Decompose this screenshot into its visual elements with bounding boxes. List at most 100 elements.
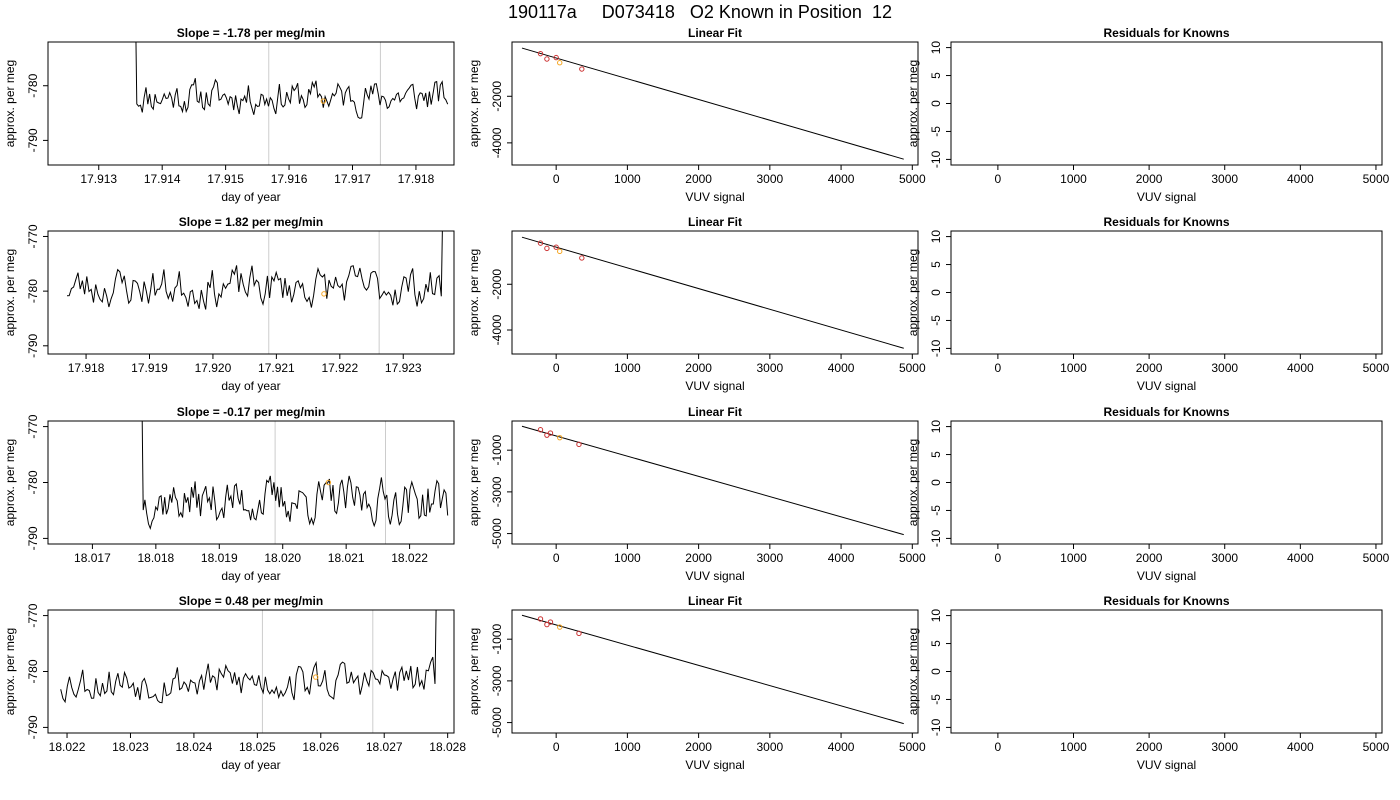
panel-10-y-tick-label: -770 (26, 603, 40, 627)
panel-10-x-axis-label: day of year (221, 758, 280, 772)
panel-3-x-tick-label: 4000 (1287, 172, 1314, 186)
panel-6-y-tick-label: -5 (929, 315, 943, 326)
panel-2-data-point (537, 50, 544, 57)
panel-5-data-point (557, 248, 563, 255)
panel-12-y-axis-label: approx. per meg (906, 628, 920, 715)
panel-4-x-tick-label: 17.920 (195, 361, 232, 375)
panel-11-y-tick-label: -5000 (490, 707, 504, 738)
panel-8-fit-line (521, 425, 904, 536)
panel-4-x-axis-label: day of year (221, 379, 280, 393)
panel-3-x-tick-label: 0 (995, 172, 1002, 186)
panel-7-x-tick-label: 18.018 (137, 551, 174, 565)
panel-8-y-axis-label: approx. per meg (467, 439, 481, 526)
panel-6-x-tick-label: 0 (995, 361, 1002, 375)
panel-11-x-tick-label: 3000 (756, 740, 783, 754)
panel-6-x-tick-label: 5000 (1363, 361, 1390, 375)
panel-3-x-tick-label: 1000 (1060, 172, 1087, 186)
panel-11-data-point (547, 619, 554, 625)
panel-10-y-axis-label: approx. per meg (3, 628, 17, 715)
panel-1-x-tick-label: 17.915 (207, 172, 244, 186)
panel-5-x-tick-label: 1000 (614, 361, 641, 375)
panel-7-y-tick-label: -790 (26, 526, 40, 550)
figure-title: 190117a D073418 O2 Known in Position 12 (508, 2, 892, 22)
panel-7-x-tick-label: 18.020 (264, 551, 301, 565)
panel-1-title: Slope = -1.78 per meg/min (177, 26, 325, 40)
panel-2-data-point (557, 60, 563, 66)
panel-2-x-tick-label: 3000 (756, 172, 783, 186)
panel-6-plot-frame (950, 230, 1383, 355)
panel-1-plot-frame (47, 41, 455, 166)
panel-5-data-point (544, 245, 550, 252)
panel-9-y-tick-label: 5 (929, 451, 943, 458)
panel-11-title: Linear Fit (688, 594, 742, 608)
panel-7-series-trace (141, 421, 449, 531)
panel-11-x-tick-label: 2000 (685, 740, 712, 754)
panel-6-x-tick-label: 3000 (1211, 361, 1238, 375)
panel-5-data-point (579, 255, 585, 261)
panel-3-y-tick-label: -10 (929, 150, 943, 168)
panel-10-x-tick-label: 18.025 (239, 740, 276, 754)
panel-10-x-tick-label: 18.027 (366, 740, 403, 754)
panel-12-y-tick-label: 0 (929, 668, 943, 675)
panel-4-title: Slope = 1.82 per meg/min (179, 215, 323, 229)
panel-3-x-tick-label: 2000 (1136, 172, 1163, 186)
panel-10-x-tick-label: 18.024 (176, 740, 213, 754)
panel-2-data-point (544, 56, 550, 62)
panel-1-x-tick-label: 17.916 (271, 172, 308, 186)
panel-5-x-tick-label: 5000 (899, 361, 926, 375)
panel-9-y-tick-label: -5 (929, 505, 943, 516)
panel-2-data-point (579, 66, 585, 72)
panel-4-series-trace (66, 231, 443, 310)
panel-1-y-axis-label: approx. per meg (3, 60, 17, 147)
panel-12-x-axis-label: VUV signal (1137, 758, 1196, 772)
panel-9-x-tick-label: 2000 (1136, 551, 1163, 565)
panel-7-title: Slope = -0.17 per meg/min (177, 405, 325, 419)
panel-11-x-tick-label: 1000 (614, 740, 641, 754)
panel-9-y-tick-label: -10 (929, 529, 943, 547)
panel-8-x-tick-label: 3000 (756, 551, 783, 565)
panel-11-y-tick-label: -1000 (490, 624, 504, 655)
panel-7-y-tick-label: -780 (26, 470, 40, 494)
panel-6-y-tick-label: -10 (929, 339, 943, 357)
panel-5-y-tick-label: -2000 (490, 269, 504, 300)
panel-12-x-tick-label: 1000 (1060, 740, 1087, 754)
panel-9-x-tick-label: 5000 (1363, 551, 1390, 565)
panel-10-known-marker (313, 674, 319, 680)
panel-4-y-axis-label: approx. per meg (3, 249, 17, 336)
panel-2-x-tick-label: 5000 (899, 172, 926, 186)
panel-10-x-tick-label: 18.023 (112, 740, 149, 754)
panel-9-x-tick-label: 1000 (1060, 551, 1087, 565)
panel-6-x-tick-label: 4000 (1287, 361, 1314, 375)
panel-7-x-tick-label: 18.017 (74, 551, 111, 565)
panel-9-x-tick-label: 4000 (1287, 551, 1314, 565)
panel-9-y-axis-label: approx. per meg (906, 439, 920, 526)
panel-1-series-trace (135, 42, 449, 119)
panel-9-x-axis-label: VUV signal (1137, 569, 1196, 583)
panel-4-y-tick-label: -780 (26, 279, 40, 303)
panel-8-x-tick-label: 0 (553, 551, 560, 565)
panel-3-y-tick-label: 0 (929, 100, 943, 107)
panel-8-data-point (547, 430, 554, 436)
panel-3-plot-frame (950, 41, 1383, 166)
panel-2-x-tick-label: 1000 (614, 172, 641, 186)
panel-12-plot-frame (950, 609, 1383, 734)
panel-7-x-axis-label: day of year (221, 569, 280, 583)
panel-2-y-axis-label: approx. per meg (467, 60, 481, 147)
panel-4-x-tick-label: 17.918 (68, 361, 105, 375)
panel-8-x-axis-label: VUV signal (685, 569, 744, 583)
panel-3-y-axis-label: approx. per meg (906, 60, 920, 147)
panel-4-plot-frame (47, 230, 455, 355)
panel-5-plot-frame (511, 230, 919, 355)
panel-7-plot-frame (47, 420, 455, 545)
panel-7-x-tick-label: 18.021 (328, 551, 365, 565)
panel-10-x-tick-label: 18.028 (429, 740, 466, 754)
panel-4-x-tick-label: 17.923 (385, 361, 422, 375)
panel-9-y-tick-label: 0 (929, 479, 943, 486)
panel-1-y-tick-label: -790 (26, 128, 40, 152)
panel-4-known-marker (321, 291, 327, 297)
panel-6-x-axis-label: VUV signal (1137, 379, 1196, 393)
panel-1-x-tick-label: 17.913 (80, 172, 117, 186)
panel-5-data-point (537, 240, 544, 246)
panel-8-y-tick-label: -3000 (490, 476, 504, 507)
